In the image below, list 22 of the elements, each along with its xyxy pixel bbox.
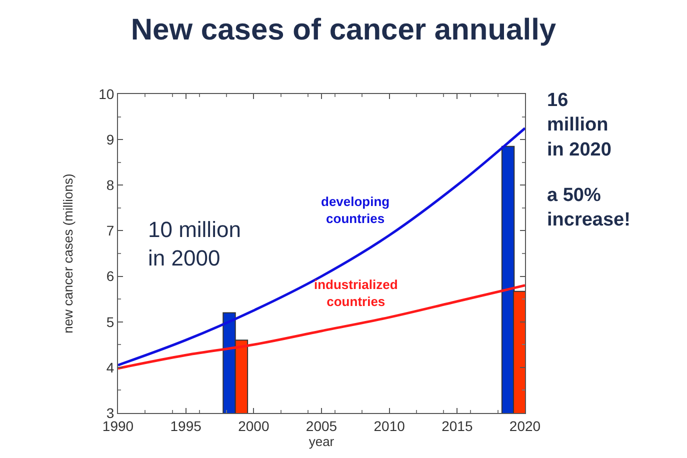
y-tick-label: 5: [106, 314, 114, 330]
series-label: developing countries: [321, 194, 390, 226]
y-axis-title: new cancer cases (millions): [60, 174, 76, 334]
x-tick-label: 2005: [306, 418, 338, 434]
y-tick-label: 10: [98, 86, 114, 102]
y-tick-label: 8: [106, 177, 114, 194]
y-tick-label: 7: [106, 222, 114, 239]
line-series: [118, 126, 525, 366]
x-tick-label: 2000: [238, 418, 270, 434]
y-tick-label: 6: [106, 268, 114, 284]
y-tick-label: 4: [106, 359, 114, 376]
text: 16 million in 2020: [547, 90, 612, 160]
x-tick-label: 2020: [509, 418, 541, 434]
x-tick-label: 1995: [170, 418, 202, 434]
series-label: industrialized countries: [314, 277, 398, 309]
y-tick-label: 9: [106, 131, 114, 148]
annotation: 10 million in 2000: [148, 217, 241, 271]
text: a 50% increase!: [547, 185, 630, 231]
x-tick-label: 2015: [442, 418, 473, 434]
x-axis-title: year: [308, 434, 335, 449]
chart-title: New cases of cancer annually: [130, 13, 556, 46]
x-tick-label: 2010: [374, 418, 406, 434]
